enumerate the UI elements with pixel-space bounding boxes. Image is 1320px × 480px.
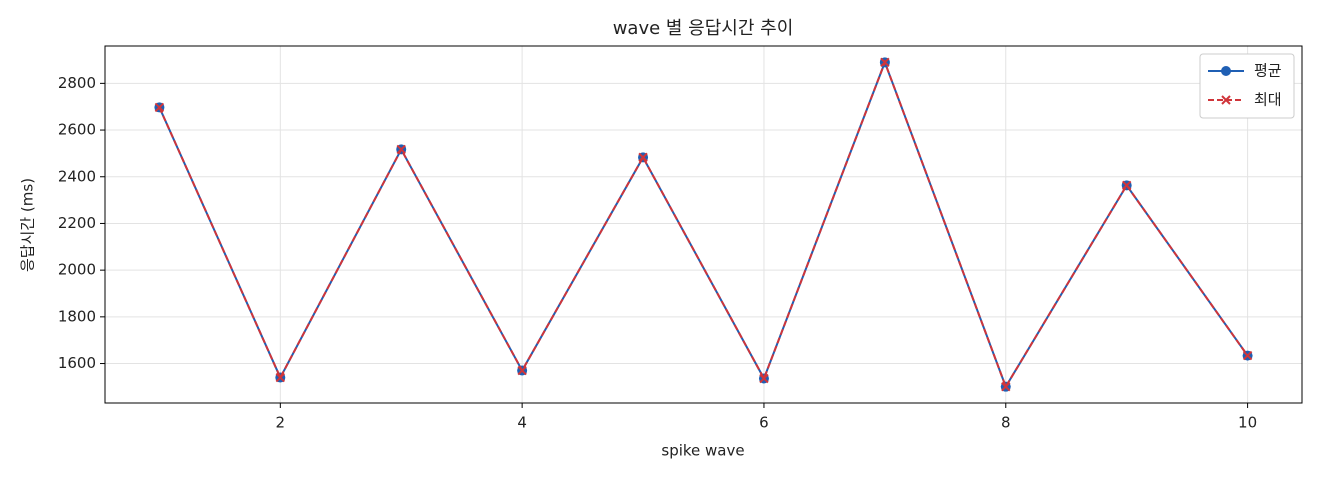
legend-marker <box>1221 95 1231 105</box>
plot-frame <box>104 45 1303 404</box>
point <box>1001 381 1011 392</box>
y-tick-label: 1800 <box>58 307 96 325</box>
x-tick-label: 2 <box>276 414 286 432</box>
y-tick-label: 1600 <box>58 354 96 372</box>
chart-title: wave 별 응답시간 추이 <box>613 18 794 39</box>
legend-label: 최대 <box>1254 91 1282 109</box>
point <box>759 373 769 384</box>
series-line <box>158 59 1249 389</box>
point <box>1242 350 1253 361</box>
y-tick-label: 2800 <box>58 74 96 92</box>
y-tick-label: 2600 <box>58 121 96 139</box>
series-line <box>158 59 1249 389</box>
x-tick-label: 4 <box>517 414 527 432</box>
point <box>638 152 648 163</box>
x-tick-label: 6 <box>759 414 769 432</box>
x-tick-label: 10 <box>1238 414 1257 432</box>
x-tick-label: 8 <box>1001 414 1011 432</box>
y-axis-label: 응답시간 (ms) <box>19 178 37 272</box>
point <box>517 365 527 376</box>
y-tick-label: 2400 <box>58 167 96 185</box>
legend-label: 평균 <box>1254 62 1282 80</box>
y-tick-label: 2000 <box>58 261 96 279</box>
point <box>275 372 286 383</box>
x-axis-label: spike wave <box>661 442 744 460</box>
legend-marker <box>1221 66 1231 76</box>
y-tick-label: 2200 <box>58 214 96 232</box>
point <box>396 144 406 155</box>
point <box>154 102 165 113</box>
point <box>880 57 890 68</box>
point <box>1121 180 1132 191</box>
